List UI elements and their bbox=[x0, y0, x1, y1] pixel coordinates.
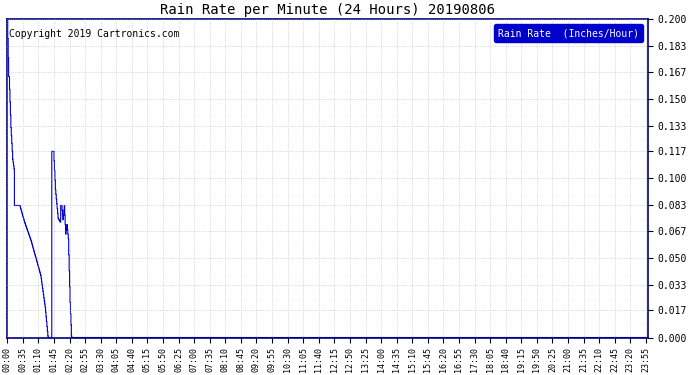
Text: Copyright 2019 Cartronics.com: Copyright 2019 Cartronics.com bbox=[8, 29, 179, 39]
Title: Rain Rate per Minute (24 Hours) 20190806: Rain Rate per Minute (24 Hours) 20190806 bbox=[160, 3, 495, 17]
Legend: Rain Rate  (Inches/Hour): Rain Rate (Inches/Hour) bbox=[495, 24, 643, 42]
